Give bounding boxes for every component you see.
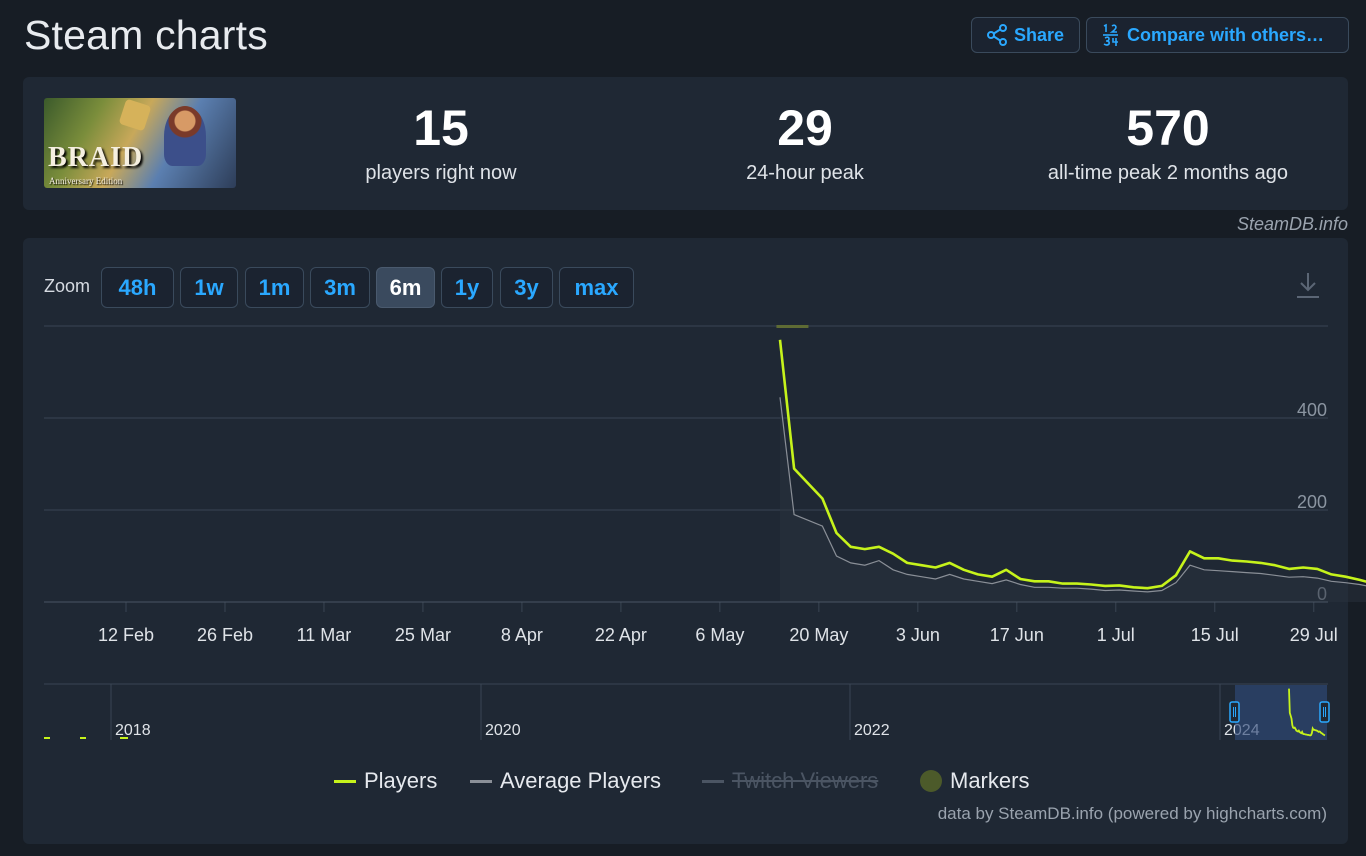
stat-label: all-time peak 2 months ago <box>1047 162 1289 184</box>
chart-panel <box>23 238 1348 844</box>
x-tick-label: 20 May <box>789 625 848 645</box>
game-cover-image: BRAID Anniversary Edition <box>44 98 236 188</box>
x-tick-label: 12 Feb <box>98 625 154 645</box>
stat-players-now: 15 players right now <box>281 100 601 185</box>
stat-value: 570 <box>1126 100 1210 156</box>
stat-24h-peak: 29 24-hour peak <box>645 100 965 185</box>
x-tick-label: 29 Jul <box>1290 625 1338 645</box>
x-tick-label: 6 May <box>695 625 744 645</box>
x-tick-label: 3 Jun <box>896 625 940 645</box>
x-tick-label: 8 Apr <box>501 625 543 645</box>
x-tick-label: 22 Apr <box>595 625 647 645</box>
zoom-label: Zoom <box>44 276 91 296</box>
zoom-button-48h[interactable]: 48h <box>101 267 174 308</box>
zoom-button-3y[interactable]: 3y <box>500 267 553 308</box>
share-button[interactable]: Share <box>971 17 1080 53</box>
navigator-handle-right[interactable] <box>1319 701 1330 723</box>
download-icon[interactable] <box>1294 270 1322 300</box>
legend-symbol <box>920 770 942 792</box>
legend-item-players[interactable]: Players <box>334 768 437 794</box>
zoom-button-3m[interactable]: 3m <box>310 267 370 308</box>
series-line-average-players <box>779 397 1366 593</box>
x-tick-label: 15 Jul <box>1191 625 1239 645</box>
x-tick-label: 25 Mar <box>395 625 451 645</box>
y-tick-label: 400 <box>1297 400 1327 420</box>
compare-button[interactable]: Compare with others… <box>1086 17 1349 53</box>
navigator-handle-left[interactable] <box>1229 701 1240 723</box>
highcharts-credit-link[interactable]: data by SteamDB.info (powered by highcha… <box>937 804 1327 823</box>
legend-label: Markers <box>950 768 1030 793</box>
y-tick-label: 200 <box>1297 492 1327 512</box>
legend-item-twitch-viewers[interactable]: Twitch Viewers <box>702 768 878 794</box>
series-line-players <box>778 339 1366 590</box>
x-tick-label: 11 Mar <box>297 625 352 645</box>
stat-value: 29 <box>777 100 833 156</box>
stat-label: players right now <box>365 162 517 184</box>
share-icon <box>987 24 1007 46</box>
stat-all-time-peak: 570 all-time peak 2 months ago <box>1008 100 1328 185</box>
navigator-tick-label: 2022 <box>854 722 890 739</box>
marker-band <box>776 325 809 328</box>
legend-symbol <box>334 779 356 783</box>
average-area <box>780 397 1366 602</box>
compare-label: Compare with others… <box>1127 24 1325 45</box>
x-tick-label: 26 Feb <box>197 625 253 645</box>
steamdb-credit-link[interactable]: SteamDB.info <box>1236 214 1348 234</box>
legend-label: Twitch Viewers <box>732 768 879 793</box>
zoom-button-1m[interactable]: 1m <box>245 267 304 308</box>
legend-label: Players <box>364 768 438 793</box>
navigator-players-line <box>1288 688 1326 737</box>
cover-subtitle: Anniversary Edition <box>49 176 123 186</box>
fraction-numbers-icon <box>1103 23 1118 46</box>
legend-item-average-players[interactable]: Average Players <box>470 768 661 794</box>
navigator-selection <box>1235 685 1327 740</box>
x-tick-label: 1 Jul <box>1097 625 1135 645</box>
character-art <box>164 106 206 166</box>
navigator-tick-label: 2020 <box>485 722 521 739</box>
stats-panel: BRAID Anniversary Edition 15 players rig… <box>23 77 1348 210</box>
cover-title: BRAID <box>48 142 144 173</box>
legend-item-markers[interactable]: Markers <box>920 768 1029 794</box>
zoom-button-max[interactable]: max <box>559 267 634 308</box>
legend-symbol <box>702 779 724 783</box>
chart-legend: Players Average Players Twitch Viewers Mark… <box>0 768 1366 796</box>
share-label: Share <box>1014 24 1065 45</box>
legend-label: Average Players <box>500 768 662 793</box>
x-tick-label: 17 Jun <box>990 625 1044 645</box>
navigator-tick-label: 2018 <box>115 722 151 739</box>
zoom-button-1w[interactable]: 1w <box>180 267 238 308</box>
stat-value: 15 <box>413 100 469 156</box>
legend-symbol <box>470 779 492 783</box>
zoom-button-1y[interactable]: 1y <box>441 267 493 308</box>
page-title: Steam charts <box>24 12 268 58</box>
zoom-button-6m[interactable]: 6m <box>376 267 435 308</box>
stat-label: 24-hour peak <box>746 162 864 184</box>
